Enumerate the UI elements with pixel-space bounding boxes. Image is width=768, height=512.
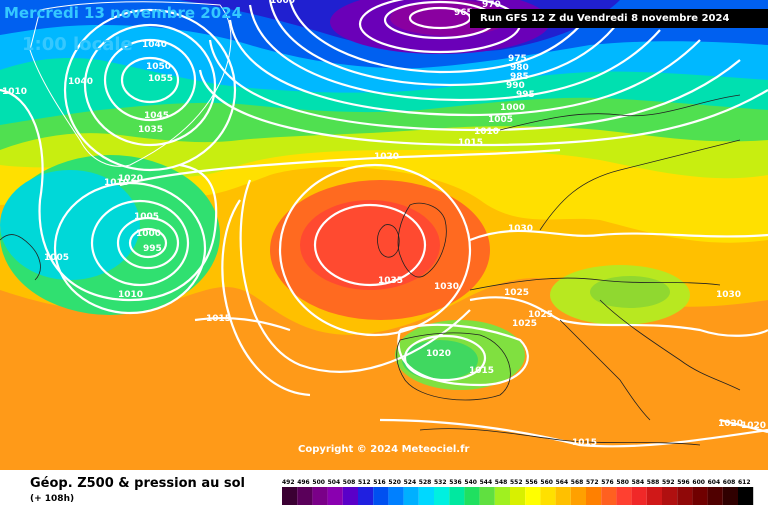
legend-swatch (677, 487, 693, 505)
high-field-inner (300, 200, 440, 290)
legend-value: 576 (601, 479, 614, 486)
legend-swatch (358, 487, 374, 505)
legend-value: 612 (738, 479, 751, 486)
legend-swatch (418, 487, 434, 505)
footer-bar: Géop. Z500 & pression au sol (+ 108h) 49… (0, 470, 768, 512)
legend-value: 516 (373, 479, 386, 486)
legend-value: 544 (479, 479, 493, 486)
legend-value: 568 (570, 479, 584, 486)
legend-swatch (388, 487, 404, 505)
map-title: Géop. Z500 & pression au sol (30, 476, 245, 491)
legend-value: 496 (297, 479, 310, 486)
legend-value: 608 (722, 479, 736, 486)
legend-value: 512 (358, 479, 371, 486)
legend-swatch (586, 487, 602, 505)
legend-swatch (373, 487, 389, 505)
legend-value: 508 (342, 479, 356, 486)
legend-value: 504 (327, 479, 341, 486)
legend-value: 540 (464, 479, 477, 486)
legend-swatch (616, 487, 632, 505)
legend-value: 492 (282, 479, 295, 486)
legend-value: 580 (616, 479, 629, 486)
legend-swatch (479, 487, 495, 505)
legend-value: 500 (312, 479, 325, 486)
legend-value: 548 (494, 479, 508, 486)
legend-swatch (434, 487, 450, 505)
legend-value: 532 (434, 479, 447, 486)
legend-swatch (510, 487, 526, 505)
legend-swatch (692, 487, 708, 505)
legend-swatch (327, 487, 343, 505)
atlantic-low-field-inner (0, 170, 140, 280)
legend-swatch (540, 487, 556, 505)
legend-value: 588 (646, 479, 660, 486)
legend-value: 556 (525, 479, 538, 486)
legend-value: 584 (631, 479, 645, 486)
coastlines (0, 94, 741, 446)
isobar-lines (0, 0, 768, 448)
legend-swatch (631, 487, 647, 505)
legend-value: 520 (388, 479, 401, 486)
iberia-green-inner (402, 340, 478, 380)
forecast-date: Mercredi 13 novembre 2024 (4, 4, 243, 22)
forecast-time: 1:00 locale (22, 34, 133, 55)
legend-swatch (403, 487, 419, 505)
legend-swatch (707, 487, 723, 505)
legend-value: 552 (510, 479, 523, 486)
legend-swatch (738, 487, 754, 505)
legend-swatch (662, 487, 678, 505)
legend-swatch (449, 487, 465, 505)
legend-value: 536 (449, 479, 462, 486)
legend-value: 592 (662, 479, 675, 486)
forecast-offset: (+ 108h) (30, 494, 75, 504)
legend-swatch (646, 487, 662, 505)
legend-swatch (555, 487, 571, 505)
ceurope-green-inner (590, 276, 670, 308)
legend-swatch (312, 487, 328, 505)
weather-map (0, 0, 768, 470)
legend-value: 604 (707, 479, 721, 486)
legend-value: 600 (692, 479, 705, 486)
greenland (29, 1, 232, 167)
legend-value: 564 (555, 479, 569, 486)
legend-swatch (525, 487, 541, 505)
legend-swatch (494, 487, 510, 505)
run-info: Run GFS 12 Z du Vendredi 8 novembre 2024 (470, 9, 768, 28)
legend-value: 528 (418, 479, 432, 486)
legend-swatch (570, 487, 586, 505)
legend-value: 560 (540, 479, 553, 486)
legend-swatch (464, 487, 480, 505)
legend-swatch (601, 487, 617, 505)
legend-swatch (342, 487, 358, 505)
legend-swatch (282, 487, 298, 505)
copyright: Copyright © 2024 Meteociel.fr (298, 444, 470, 455)
legend-value: 524 (403, 479, 417, 486)
legend-swatch (297, 487, 313, 505)
legend-value: 572 (586, 479, 599, 486)
legend-value: 596 (677, 479, 690, 486)
color-legend (282, 487, 754, 505)
legend-swatch (722, 487, 738, 505)
